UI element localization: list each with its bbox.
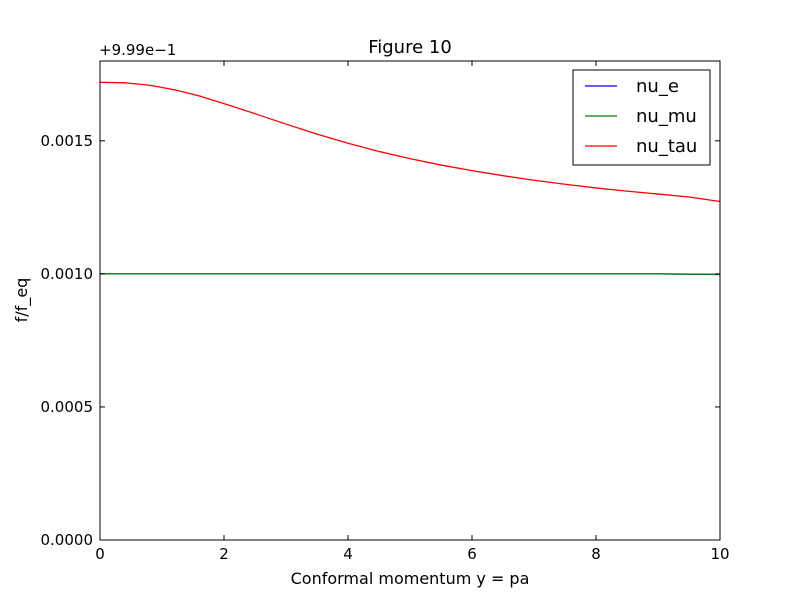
y-tick-label: 0.0005	[41, 398, 94, 416]
legend: nu_e nu_mu nu_tau	[572, 69, 711, 166]
x-axis-ticks: 0 2 4 6 8 10	[95, 61, 730, 563]
legend-label: nu_mu	[636, 106, 697, 127]
chart-title: Figure 10	[368, 37, 452, 58]
x-tick-label: 6	[467, 545, 477, 563]
y-axis-ticks: 0.0000 0.0005 0.0010 0.0015	[41, 132, 720, 549]
series-layer	[99, 81, 721, 276]
x-tick-label: 10	[710, 545, 729, 563]
x-tick-label: 2	[219, 545, 229, 563]
y-tick-label: 0.0015	[41, 132, 94, 150]
series-line-nu-mu	[100, 273, 721, 276]
x-axis-label: Conformal momentum y = pa	[291, 569, 530, 588]
y-tick-label: 0.0010	[41, 265, 94, 283]
x-tick-label: 0	[95, 545, 105, 563]
legend-label: nu_tau	[636, 136, 697, 157]
legend-label: nu_e	[636, 76, 679, 97]
x-tick-label: 8	[591, 545, 601, 563]
plot-area-frame	[99, 60, 721, 541]
y-tick-label: 0.0000	[41, 531, 94, 549]
y-axis-label: f/f_eq	[12, 278, 32, 323]
series-line-nu-tau	[99, 81, 721, 203]
x-tick-label: 4	[343, 545, 353, 563]
y-offset-label: +9.99e−1	[99, 41, 176, 59]
